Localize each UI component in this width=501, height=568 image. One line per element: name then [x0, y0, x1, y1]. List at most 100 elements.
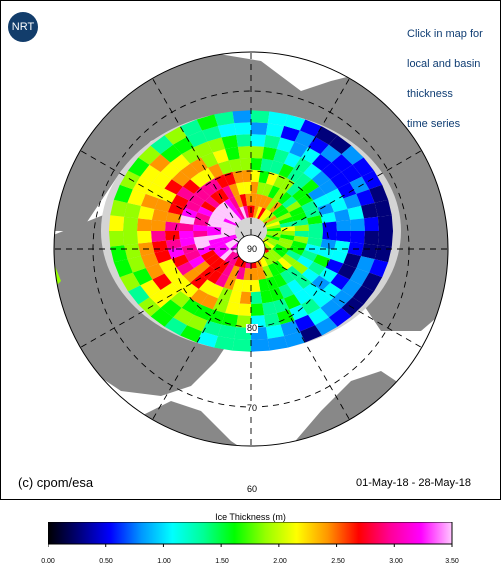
thickness-cell [251, 169, 261, 183]
thickness-cell [236, 134, 251, 147]
thickness-cell [221, 313, 238, 328]
thickness-cell [289, 245, 305, 256]
thickness-cell [276, 212, 292, 222]
thickness-cell [262, 239, 275, 250]
thickness-cell [251, 193, 257, 206]
thickness-cell [221, 134, 238, 149]
thickness-cell [334, 209, 351, 222]
thickness-cell [200, 182, 216, 197]
latitude-label-90: 90 [246, 244, 259, 254]
thickness-cell [149, 289, 171, 308]
thickness-cell [209, 257, 225, 271]
thickness-cell [235, 182, 246, 195]
thickness-cell [266, 224, 281, 230]
thickness-cell [194, 304, 213, 321]
thickness-cell [349, 268, 370, 286]
thickness-cell [196, 114, 218, 131]
thickness-cell [301, 179, 320, 194]
thickness-cell [184, 249, 201, 262]
hint-line-1: Click in map for [407, 28, 483, 40]
arctic-map-panel[interactable]: NRT Click in map for local and basin thi… [0, 0, 501, 500]
thickness-cell [280, 320, 300, 337]
thickness-cell [286, 265, 302, 280]
thickness-cell [317, 246, 335, 259]
thickness-cell [193, 231, 208, 238]
thickness-cell [322, 231, 337, 241]
thickness-cell [124, 202, 141, 219]
thickness-cell [149, 154, 171, 173]
thickness-cell [273, 273, 287, 288]
thickness-cell [165, 221, 180, 231]
thickness-cell [190, 288, 208, 305]
thickness-cell [361, 170, 383, 190]
thickness-cell [204, 253, 220, 266]
thickness-cell [319, 179, 338, 195]
thickness-cell [160, 282, 181, 300]
thickness-cell [280, 270, 295, 285]
thickness-cell [151, 219, 166, 231]
sea-ice-map[interactable] [1, 1, 501, 500]
thickness-cell [377, 215, 393, 231]
thickness-cell [258, 170, 270, 184]
thickness-cell [307, 215, 323, 225]
thickness-cell [232, 110, 251, 124]
thickness-cell [119, 272, 141, 292]
thickness-cell [232, 208, 243, 221]
thickness-cell [273, 188, 287, 202]
thickness-cell [336, 231, 351, 243]
thickness-cell [140, 279, 161, 298]
map-border [53, 51, 449, 447]
thickness-cell [160, 162, 181, 180]
meridian-line [257, 75, 352, 238]
tick-label-1: 0.50 [99, 558, 113, 565]
thickness-cell [145, 182, 165, 199]
thickness-cell [308, 186, 326, 201]
thickness-cell [277, 257, 293, 271]
thickness-cell [224, 198, 236, 211]
meridian-line [77, 255, 240, 350]
thickness-cell [265, 324, 285, 339]
nrt-badge[interactable]: NRT [8, 12, 38, 42]
thickness-cell [210, 240, 226, 250]
thickness-cell [256, 267, 267, 280]
thickness-cell [267, 263, 280, 277]
thickness-cell [303, 282, 322, 299]
thickness-cell [337, 182, 357, 199]
thickness-cell [267, 185, 280, 199]
tick-label-3: 1.50 [215, 558, 229, 565]
thickness-cell [164, 317, 187, 336]
hint-line-4: time series [407, 118, 461, 130]
thickness-cell [292, 261, 309, 275]
thickness-cell [243, 205, 249, 218]
thickness-cell [196, 331, 218, 348]
thickness-cell [258, 194, 268, 208]
thickness-cell [194, 240, 211, 250]
thickness-cell [325, 188, 344, 204]
thickness-cell [180, 325, 203, 343]
thickness-cell [184, 200, 201, 213]
thickness-cell [266, 276, 279, 291]
thickness-cell [187, 314, 208, 332]
thickness-cell [265, 234, 280, 241]
thickness-cell [282, 196, 298, 209]
thickness-cell [264, 218, 279, 226]
thickness-cell [262, 146, 277, 161]
thickness-cell [276, 137, 295, 153]
thickness-cell [160, 144, 182, 163]
thickness-cell [273, 298, 290, 314]
thickness-cell [214, 336, 235, 351]
thickness-cell [127, 256, 146, 273]
tick-label-7: 3.50 [445, 558, 459, 565]
thickness-cell [223, 276, 236, 291]
thickness-cell [278, 163, 294, 178]
thickness-cell [171, 170, 191, 187]
thickness-cell [181, 207, 198, 219]
thickness-cell [311, 170, 331, 187]
thickness-cell [225, 146, 240, 161]
thickness-cell [264, 313, 281, 328]
thickness-cell [239, 206, 247, 219]
thickness-cell [140, 252, 159, 269]
thickness-cell [260, 158, 274, 172]
thickness-cell [123, 231, 138, 246]
thickness-cell [361, 202, 378, 219]
